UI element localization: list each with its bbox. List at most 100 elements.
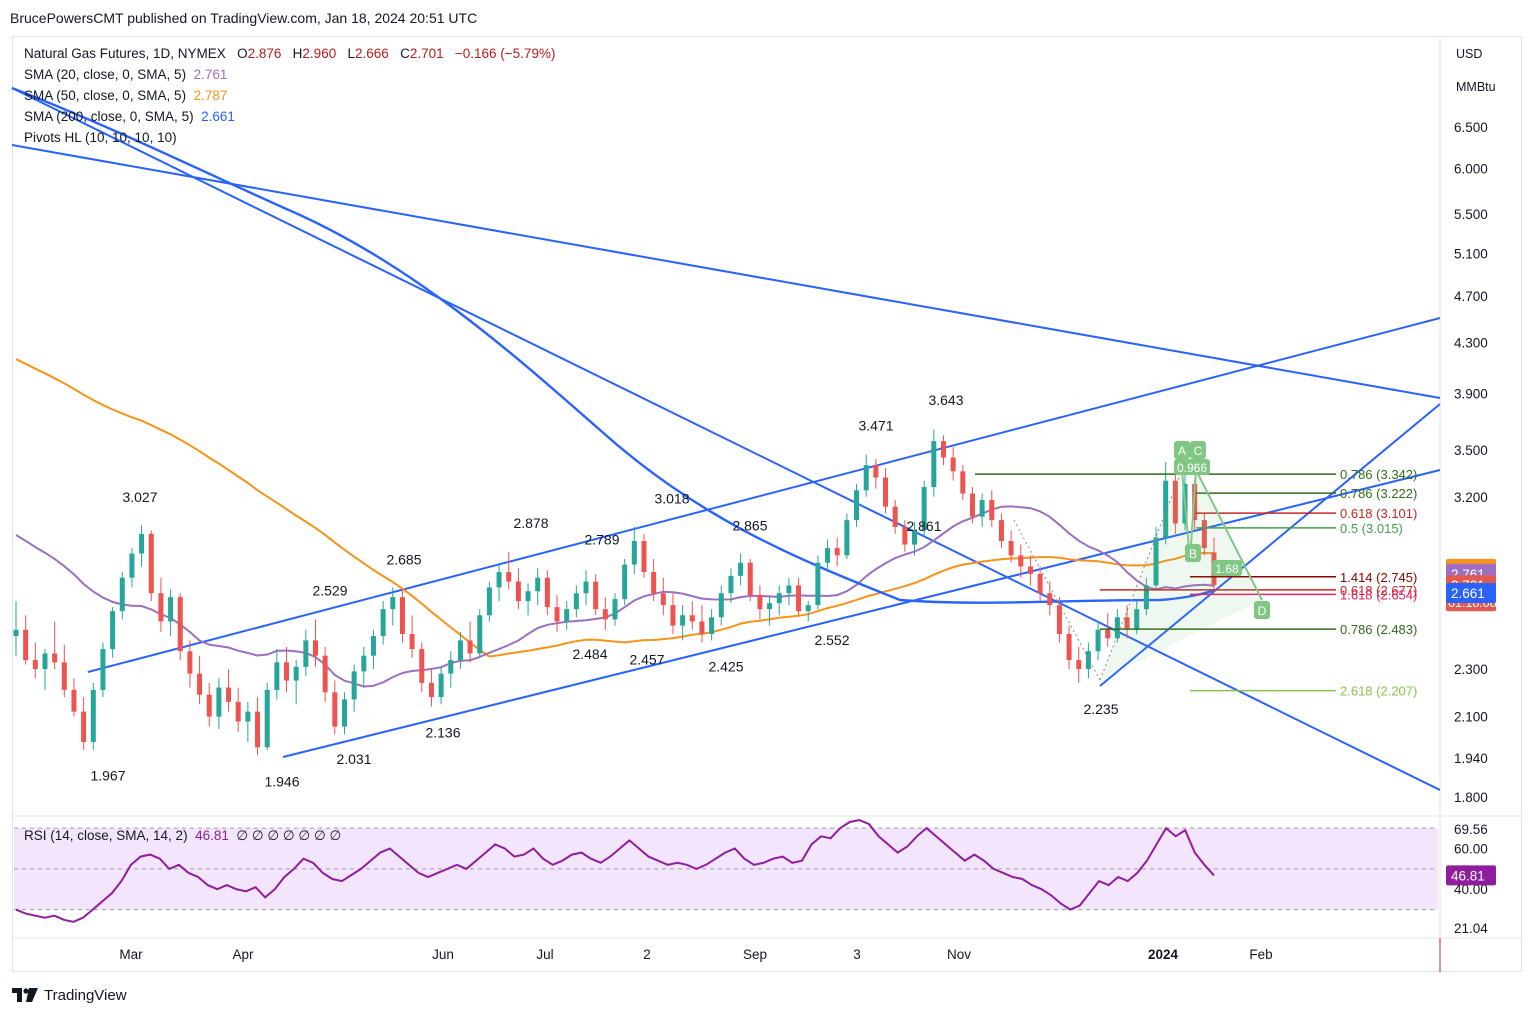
candle-body[interactable] <box>1153 537 1159 586</box>
candle-body[interactable] <box>931 441 937 488</box>
candle-body[interactable] <box>110 611 116 650</box>
candle-body[interactable] <box>1085 651 1091 670</box>
rsi-badge[interactable] <box>1446 865 1496 886</box>
candle-body[interactable] <box>863 465 869 491</box>
candle-body[interactable] <box>332 692 338 727</box>
candle-body[interactable] <box>796 585 802 612</box>
down-trendline-outer[interactable] <box>11 87 1441 791</box>
rising-support-trendline[interactable] <box>1099 403 1441 687</box>
candle-body[interactable] <box>602 609 608 620</box>
candle-body[interactable] <box>1066 633 1072 661</box>
legend-rsi[interactable]: RSI (14, close, SMA, 14, 2) 46.81 ∅ ∅ ∅ … <box>24 828 341 844</box>
candle-body[interactable] <box>776 593 782 604</box>
candle-body[interactable] <box>960 471 966 494</box>
candle-body[interactable] <box>680 615 686 626</box>
candle-body[interactable] <box>1143 585 1149 610</box>
candle-body[interactable] <box>351 671 357 700</box>
candle-body[interactable] <box>100 649 106 690</box>
candle-body[interactable] <box>515 581 521 602</box>
candle-body[interactable] <box>496 572 502 588</box>
candle-body[interactable] <box>264 689 270 748</box>
harmonic-point-c[interactable] <box>1190 441 1206 459</box>
harmonic-legs[interactable] <box>1181 466 1263 601</box>
candle-body[interactable] <box>23 629 29 661</box>
candle-body[interactable] <box>486 587 492 616</box>
candle-body[interactable] <box>738 562 744 576</box>
candle-body[interactable] <box>1076 660 1082 670</box>
candle-body[interactable] <box>61 662 67 690</box>
candle-body[interactable] <box>390 597 396 610</box>
candle-body[interactable] <box>718 593 724 618</box>
candle-body[interactable] <box>979 500 985 517</box>
candle-body[interactable] <box>32 660 38 670</box>
candle-body[interactable] <box>197 673 203 695</box>
rsi-line[interactable] <box>15 818 1215 923</box>
candle-body[interactable] <box>825 548 831 563</box>
candle-body[interactable] <box>1037 573 1043 594</box>
candle-body[interactable] <box>854 490 860 521</box>
candle-body[interactable] <box>284 662 290 681</box>
candle-body[interactable] <box>1105 629 1111 639</box>
legend-sma20[interactable]: SMA (20, close, 0, SMA, 5) 2.761 <box>24 67 227 82</box>
candle-body[interactable] <box>564 609 570 622</box>
candle-body[interactable] <box>303 640 309 667</box>
price-badge[interactable] <box>1446 583 1496 604</box>
candle-body[interactable] <box>187 651 193 674</box>
candle-body[interactable] <box>670 605 676 626</box>
candle-body[interactable] <box>274 662 280 690</box>
candle-body[interactable] <box>71 689 77 712</box>
candle-body[interactable] <box>90 689 96 743</box>
candle-body[interactable] <box>438 673 444 698</box>
candle-body[interactable] <box>728 575 734 594</box>
candle-body[interactable] <box>573 593 579 610</box>
candle-body[interactable] <box>767 603 773 610</box>
candle-body[interactable] <box>1134 609 1140 630</box>
harmonic-point-a[interactable] <box>1174 441 1190 459</box>
candle-body[interactable] <box>892 506 898 527</box>
candle-body[interactable] <box>341 699 347 727</box>
candle-body[interactable] <box>477 615 483 654</box>
candle-body[interactable] <box>757 595 763 610</box>
candle-body[interactable] <box>1047 593 1053 606</box>
candle-body[interactable] <box>139 533 145 554</box>
candle-body[interactable] <box>660 593 666 606</box>
sma200-line[interactable] <box>11 86 1215 604</box>
candle-body[interactable] <box>844 520 850 556</box>
candle-body[interactable] <box>1095 629 1101 652</box>
candle-body[interactable] <box>969 493 975 517</box>
candle-body[interactable] <box>448 660 454 674</box>
candle-body[interactable] <box>873 465 879 478</box>
candle-body[interactable] <box>535 577 541 592</box>
candle-body[interactable] <box>380 609 386 637</box>
candle-body[interactable] <box>631 540 637 565</box>
candle-body[interactable] <box>1114 617 1120 639</box>
channel-lower-trendline[interactable] <box>282 469 1441 758</box>
candle-body[interactable] <box>177 597 183 652</box>
candle-body[interactable] <box>409 633 415 650</box>
candle-body[interactable] <box>467 640 473 654</box>
candle-body[interactable] <box>1201 520 1207 549</box>
candle-body[interactable] <box>1172 480 1178 524</box>
candle-body[interactable] <box>81 711 87 743</box>
candle-body[interactable] <box>805 605 811 612</box>
candle-body[interactable] <box>612 599 618 620</box>
candle-body[interactable] <box>52 653 58 663</box>
candle-body[interactable] <box>912 530 917 545</box>
candle-body[interactable] <box>206 694 212 717</box>
candle-body[interactable] <box>554 607 560 622</box>
candle-body[interactable] <box>1008 540 1014 556</box>
candle-body[interactable] <box>815 562 821 606</box>
candle-body[interactable] <box>457 640 463 661</box>
candle-body[interactable] <box>1018 555 1024 567</box>
candle-body[interactable] <box>950 457 956 472</box>
candle-body[interactable] <box>921 487 927 531</box>
candle-body[interactable] <box>651 572 657 594</box>
candle-body[interactable] <box>544 577 550 608</box>
candle-body[interactable] <box>370 636 376 656</box>
candle-body[interactable] <box>129 553 135 578</box>
candle-body[interactable] <box>622 564 628 600</box>
legend-pivots[interactable]: Pivots HL (10, 10, 10, 10) <box>24 130 177 145</box>
candle-body[interactable] <box>940 441 946 458</box>
candle-body[interactable] <box>168 597 174 622</box>
